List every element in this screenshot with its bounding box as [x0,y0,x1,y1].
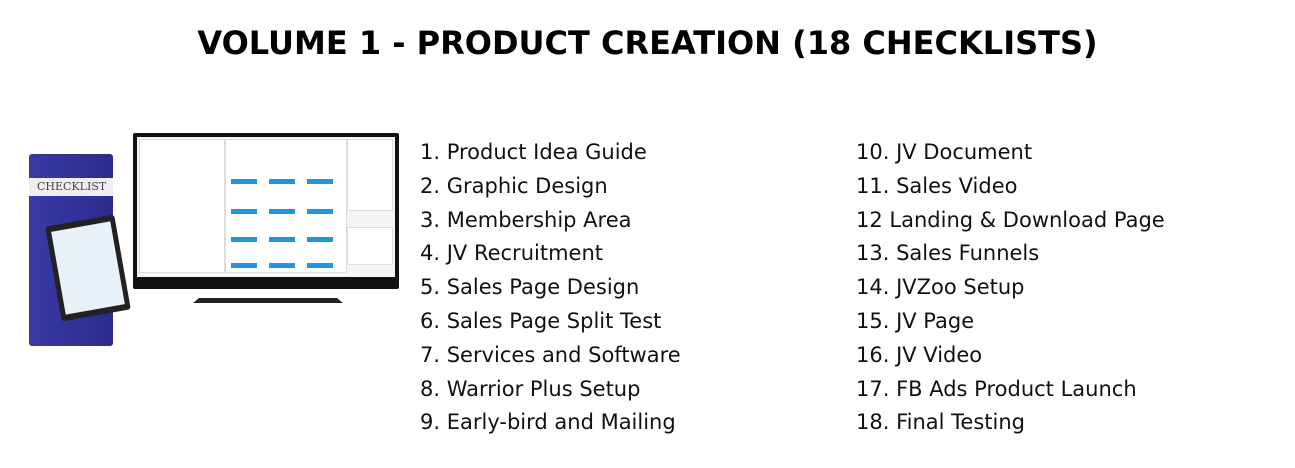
list-item: 3. Membership Area [420,207,632,232]
list-item: 1. Product Idea Guide [420,140,647,164]
checklist-list-1: 1. Product Idea Guide 2. Graphic Design … [420,136,681,440]
tv-screen [137,137,395,277]
list-item: 16. JV Video [856,342,983,367]
list-item: 11. Sales Video [856,173,1018,198]
tv-stand [193,289,343,303]
list-item: 17. FB Ads Product Launch [856,376,1137,401]
list-item: 8. Warrior Plus Setup [420,376,641,401]
checklist-logo: CHECKLIST [37,180,107,193]
list-item: 10. JV Document [856,140,1033,164]
product-image: CHECKLIST [25,130,405,350]
list-item: 7. Services and Software [420,342,681,367]
list-item: 5. Sales Page Design [420,275,640,300]
list-item: 4. JV Recruitment [420,241,603,266]
list-item: 14. JVZoo Setup [856,275,1025,300]
tv-mockup [133,133,399,289]
page-title: VOLUME 1 - PRODUCT CREATION (18 CHECKLIS… [197,24,1098,62]
list-item: 18. Final Testing [856,410,1025,435]
list-item: 15. JV Page [856,308,975,333]
list-item: 6. Sales Page Split Test [420,308,662,333]
checklist-list-2: 10. JV Document 11. Sales Video 12 Landi… [856,136,1165,440]
list-item: 2. Graphic Design [420,173,608,198]
list-item: 13. Sales Funnels [856,241,1040,266]
list-item: 12 Landing & Download Page [856,207,1165,232]
list-item: 9. Early-bird and Mailing [420,410,676,435]
